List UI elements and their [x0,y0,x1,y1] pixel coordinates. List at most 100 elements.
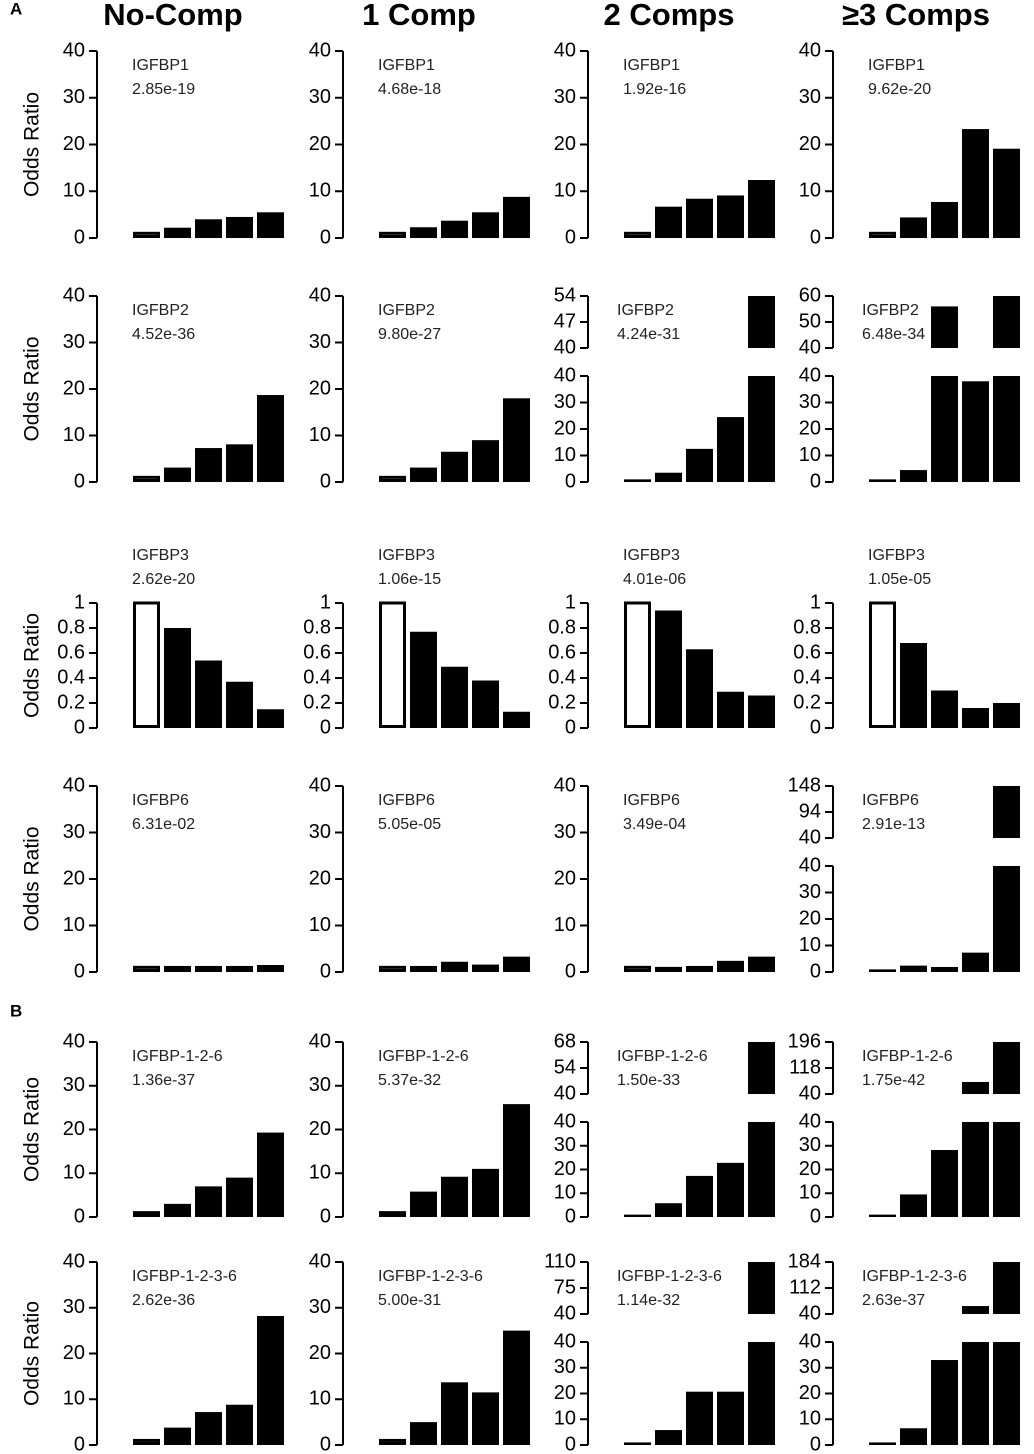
bar [503,956,530,972]
panel-label: A [10,0,22,18]
bar [686,1175,713,1217]
p-value: 9.62e-20 [868,81,931,98]
y-tick-label: 40 [63,1030,85,1052]
gene-label: IGFBP-1-2-6 [378,1048,469,1065]
y-tick-label: 0 [810,1205,821,1227]
bar [164,628,191,728]
y-tick-label: 0.8 [57,616,85,638]
bar [869,601,896,728]
y-tick-label: 0.4 [548,666,576,688]
y-tick-label: 0.8 [548,616,576,638]
y-tick-label: 10 [309,914,331,936]
bar [133,1438,160,1446]
bar [869,1442,896,1445]
bar [655,472,682,482]
y-tick-label: 0.6 [548,641,576,663]
y-tick-label: 30 [309,821,331,843]
y-tick-label: 10 [554,180,576,202]
y-axis-label: Odds Ratio [21,92,44,197]
bar [133,601,160,728]
y-tick-label: 40 [554,1302,576,1324]
y-tick-label: 0 [74,470,85,492]
bar [379,231,406,238]
bar [226,681,253,728]
y-tick-label: 0.8 [793,616,821,638]
y-tick-label: 10 [63,914,85,936]
bar [962,1342,989,1445]
y-tick-label: 40 [799,364,821,386]
y-tick-label: 30 [799,1356,821,1378]
bar [133,1211,160,1217]
y-tick-label: 0 [810,960,821,982]
y-tick-label: 10 [799,1182,821,1204]
gene-label: IGFBP2 [862,302,919,319]
bar [503,711,530,728]
bar [869,479,896,482]
y-tick-label: 10 [63,180,85,202]
gene-label: IGFBP6 [862,792,919,809]
gene-label: IGFBP1 [378,57,435,74]
y-axis-label: Odds Ratio [21,613,44,718]
y-tick-label: 40 [309,1250,331,1272]
bar [962,129,989,238]
y-tick-label: 30 [799,881,821,903]
bar [900,643,927,728]
y-tick-label: 30 [554,86,576,108]
y-tick-label: 0.2 [793,691,821,713]
bar [226,1177,253,1217]
bar [226,1404,253,1445]
y-tick-label: 0.6 [303,641,331,663]
gene-label: IGFBP-1-2-3-6 [132,1268,237,1285]
y-tick-label: 0.4 [793,666,821,688]
bar [748,180,775,238]
bar [226,444,253,482]
y-tick-label: 0 [320,960,331,982]
y-tick-label: 40 [799,854,821,876]
bar [624,479,651,482]
y-tick-label: 20 [63,867,85,889]
bar [869,969,896,972]
p-value: 1.06e-15 [378,571,441,588]
gene-label: IGFBP-1-2-3-6 [862,1268,967,1285]
y-tick-label: 0 [320,1205,331,1227]
y-tick-label: 20 [309,377,331,399]
y-tick-label: 20 [63,1342,85,1364]
y-tick-label: 0.8 [303,616,331,638]
bar [931,1360,958,1445]
gene-label: IGFBP6 [623,792,680,809]
bar [869,1214,896,1217]
bar [379,1438,406,1446]
y-tick-label: 30 [554,821,576,843]
y-tick-label: 50 [799,310,821,332]
y-tick-label: 40 [554,1110,576,1132]
y-tick-label: 20 [309,133,331,155]
y-tick-label: 10 [554,444,576,466]
bar [164,227,191,238]
bar [257,212,284,238]
bar [748,1122,775,1217]
y-tick-label: 0 [810,1433,821,1454]
y-tick-label: 30 [63,821,85,843]
y-tick-label: 20 [799,1158,821,1180]
bar [379,601,406,728]
bar [962,1122,989,1217]
y-tick-label: 0.4 [57,666,85,688]
bar [503,196,530,238]
p-value: 4.24e-31 [617,326,680,343]
y-tick-label: 30 [309,331,331,353]
y-tick-label: 30 [63,1296,85,1318]
y-tick-label: 10 [63,1388,85,1410]
p-value: 4.68e-18 [378,81,441,98]
bar [655,1203,682,1217]
y-tick-label: 0 [565,470,576,492]
y-tick-label: 10 [309,180,331,202]
y-tick-label: 75 [554,1276,576,1298]
y-tick-label: 30 [554,391,576,413]
bar [410,227,437,238]
y-tick-label: 20 [799,1382,821,1404]
y-tick-label: 20 [63,133,85,155]
bar [686,965,713,972]
bar [257,1315,284,1445]
bar [195,448,222,482]
p-value: 2.63e-37 [862,1292,925,1309]
